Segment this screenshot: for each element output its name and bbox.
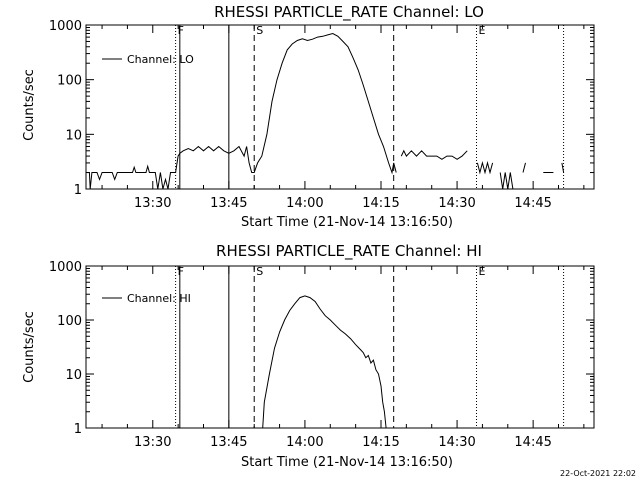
chart-title-lo: RHESSI PARTICLE_RATE Channel: LO (214, 3, 484, 22)
y-tick-label: 100 (57, 314, 82, 329)
marker-label: F (178, 24, 184, 37)
y-axis-label-hi: Counts/sec (22, 311, 37, 383)
x-axis-label-lo: Start Time (21-Nov-14 13:16:50) (241, 215, 453, 230)
x-tick-label: 14:30 (438, 435, 475, 450)
series-line (476, 160, 494, 175)
x-tick-label: 13:30 (134, 196, 171, 211)
x-tick-label: 14:15 (362, 435, 399, 450)
x-tick-label: 14:00 (286, 435, 323, 450)
y-tick-label: 1 (74, 183, 82, 198)
chart-title-hi: RHESSI PARTICLE_RATE Channel: HI (216, 242, 482, 261)
panel-lo: RHESSI PARTICLE_RATE Channel: LO Counts/… (22, 3, 595, 230)
footer-stamp: 22-Oct-2021 22:02 (560, 469, 636, 478)
y-tick-label: 1 (74, 422, 82, 437)
series-line (262, 295, 387, 429)
x-tick-label: 13:45 (210, 435, 247, 450)
series-line (400, 149, 468, 160)
x-tick-label: 14:45 (514, 435, 551, 450)
y-tick-label: 10 (65, 128, 82, 143)
x-tick-label: 14:30 (438, 196, 475, 211)
x-tick-label: 13:30 (134, 435, 171, 450)
panel-hi: RHESSI PARTICLE_RATE Channel: HI Counts/… (22, 242, 595, 470)
series-line (561, 162, 565, 173)
x-tick-label: 14:45 (514, 196, 551, 211)
plot-frame (85, 24, 595, 190)
x-tick-label: 14:15 (362, 196, 399, 211)
y-tick-label: 1000 (49, 260, 82, 275)
marker-label: S (256, 265, 263, 278)
marker-label: S (256, 24, 263, 37)
legend-label-lo: Channel: LO (127, 53, 194, 66)
x-tick-label: 13:45 (210, 196, 247, 211)
legend-label-hi: Channel: HI (127, 292, 191, 305)
y-tick-label: 1000 (49, 19, 82, 34)
y-tick-label: 10 (65, 368, 82, 383)
series-line (522, 162, 526, 173)
y-tick-label: 100 (57, 74, 82, 89)
plot-frame (85, 265, 595, 429)
y-axis-label-lo: Counts/sec (22, 69, 37, 141)
series-line (499, 172, 514, 190)
marker-label: F (178, 265, 184, 278)
marker-label: E (479, 265, 486, 278)
x-axis-label-hi: Start Time (21-Nov-14 13:16:50) (241, 455, 453, 470)
series-line (86, 32, 397, 190)
x-tick-label: 14:00 (286, 196, 323, 211)
marker-label: E (479, 24, 486, 37)
